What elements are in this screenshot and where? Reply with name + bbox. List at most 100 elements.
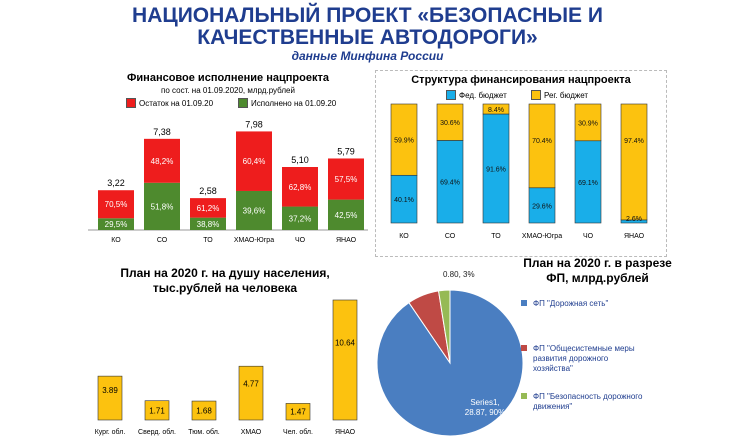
bar-regional xyxy=(482,103,510,115)
data-label-regional: 30.9% xyxy=(578,120,598,127)
data-label-total: 7,38 xyxy=(153,127,171,137)
data-label-total: 7,98 xyxy=(245,119,263,129)
data-label-federal: 69.1% xyxy=(578,180,598,187)
bar-remaining xyxy=(144,138,180,183)
pie-legend-item-road-network: ФП "Дорожная сеть" xyxy=(521,299,609,309)
bar-federal xyxy=(528,187,556,224)
bar-executed xyxy=(144,182,180,230)
legend-item-remaining: Остаток на 01.09.20 xyxy=(126,98,213,108)
pie-legend-line: хозяйства" xyxy=(533,364,573,373)
execution-chart-subtitle: по сост. на 01.09.2020, млрд.рублей xyxy=(161,86,295,95)
legend-swatch-blue xyxy=(446,90,456,100)
pie-legend-swatch-blue xyxy=(521,300,527,306)
pie-label-road-network: Series1, xyxy=(470,398,499,407)
pie-legend-line: развития дорожного xyxy=(533,354,609,363)
category-label: КО xyxy=(399,233,409,240)
pie-legend-item-road-safety: ФП "Безопасность дорожного движения" xyxy=(521,392,642,412)
bar-regional xyxy=(390,103,418,176)
data-label-regional: 70.4% xyxy=(532,138,552,145)
data-label-regional: 97.4% xyxy=(624,138,644,145)
pie-label-road-network: 28.87, 90% xyxy=(465,408,505,417)
pie-label-road-safety: 0.80, 3% xyxy=(443,270,475,279)
bar-federal xyxy=(436,140,464,224)
data-label-executed: 37,2% xyxy=(289,214,312,223)
structure-chart: Структура финансирования нацпроекта Фед.… xyxy=(375,70,667,257)
legend-swatch-red xyxy=(126,98,136,108)
bar-executed xyxy=(190,217,226,230)
data-label-value: 10.64 xyxy=(335,339,356,348)
bar-regional xyxy=(528,103,556,189)
data-label-value: 1.71 xyxy=(149,406,165,415)
legend-label-executed: Исполнено на 01.09.20 xyxy=(251,98,337,108)
category-label: СО xyxy=(157,237,168,244)
data-label-federal: 2.6% xyxy=(626,216,642,223)
data-label-remaining: 48,2% xyxy=(151,157,174,166)
data-label-federal: 29.6% xyxy=(532,203,552,210)
structure-chart-title: Структура финансирования нацпроекта xyxy=(411,74,631,86)
data-label-regional: 59.9% xyxy=(394,138,414,145)
category-label: Чел. обл. xyxy=(283,428,313,436)
legend-label-remaining: Остаток на 01.09.20 xyxy=(139,98,214,108)
data-label-total: 2,58 xyxy=(199,186,217,196)
category-label: ХМАО-Югра xyxy=(522,233,562,240)
pie-legend-swatch-green xyxy=(521,393,527,399)
execution-chart-svg: 29,5% 70,5% 3,22 КО 51,8% 48,2% 7,38 СО 38,8% 61,… xyxy=(88,119,368,244)
bar-remaining xyxy=(236,131,272,191)
legend-item-executed: Исполнено на 01.09.20 xyxy=(238,98,336,108)
data-label-remaining: 61,2% xyxy=(197,204,220,213)
bar-remaining xyxy=(98,190,134,219)
data-label-remaining: 62,8% xyxy=(289,183,312,192)
category-label: ЧО xyxy=(583,233,594,240)
data-label-total: 3,22 xyxy=(107,178,125,188)
category-label: ТО xyxy=(491,233,501,240)
pie-slice xyxy=(376,289,524,437)
page-title-line1: НАЦИОНАЛЬНЫЙ ПРОЕКТ «БЕЗОПАСНЫЕ И xyxy=(132,4,603,27)
fp-pie-chart: План на 2020 г. в разрезе ФП, млрд.рубле… xyxy=(375,255,700,441)
bar-executed xyxy=(282,206,318,230)
category-label: ХМАО xyxy=(241,429,262,436)
pie-legend-swatch-red xyxy=(521,345,527,351)
page-subtitle: данные Минфина России xyxy=(291,49,444,63)
bar-per-capita xyxy=(144,400,170,421)
bar-federal xyxy=(574,140,602,224)
data-label-federal: 91.6% xyxy=(486,166,506,173)
pie-chart-svg: Series1,28.87, 90% 0.80, 3% xyxy=(376,270,524,437)
bar-per-capita xyxy=(97,375,123,421)
data-label-regional: 30.6% xyxy=(440,120,460,127)
legend-item-federal: Фед. бюджет xyxy=(446,90,507,100)
bar-per-capita xyxy=(285,403,311,421)
category-label: ХМАО-Югра xyxy=(234,237,274,244)
data-label-remaining: 57,5% xyxy=(335,175,358,184)
percapita-chart-title-line2: тыс.рублей на человека xyxy=(152,281,298,295)
data-label-remaining: 70,5% xyxy=(105,200,128,209)
percapita-chart-title-line1: План на 2020 г. на душу населения, xyxy=(120,266,330,280)
structure-chart-svg: 40.1% 59.9% КО 69.4% 30.6% СО 91.6% 8.4% ТО 29.6%… xyxy=(390,103,648,240)
data-label-value: 3.89 xyxy=(102,386,118,395)
data-label-total: 5,79 xyxy=(337,146,355,156)
bar-per-capita xyxy=(191,400,217,421)
data-label-federal: 69.4% xyxy=(440,180,460,187)
data-label-executed: 42,5% xyxy=(335,211,358,220)
bar-remaining xyxy=(190,198,226,218)
data-label-executed: 51,8% xyxy=(151,202,174,211)
data-label-value: 4.77 xyxy=(243,380,259,389)
legend-label-regional: Рег. бюджет xyxy=(544,90,589,100)
data-label-executed: 29,5% xyxy=(105,220,128,229)
category-label: СО xyxy=(445,233,456,240)
pie-chart-title-line2: ФП, млрд.рублей xyxy=(546,271,649,285)
category-label: ЯНАО xyxy=(336,237,357,244)
data-label-remaining: 60,4% xyxy=(243,157,266,166)
bar-remaining xyxy=(282,167,318,207)
data-label-value: 1.68 xyxy=(196,407,212,416)
pie-legend-line: движения" xyxy=(533,402,573,411)
bar-per-capita xyxy=(332,299,358,421)
percapita-chart: План на 2020 г. на душу населения, тыс.р… xyxy=(80,265,370,441)
bar-executed xyxy=(98,218,134,230)
legend-swatch-yellow xyxy=(531,90,541,100)
data-label-executed: 38,8% xyxy=(197,220,220,229)
execution-chart-title: Финансовое исполнение нацпроекта xyxy=(127,72,329,84)
pie-legend-line: ФП "Дорожная сеть" xyxy=(533,299,609,308)
execution-chart: Финансовое исполнение нацпроекта по сост… xyxy=(88,70,368,260)
pie-legend-line: ФП "Общесистемные меры xyxy=(533,344,635,353)
category-label: Кург. обл. xyxy=(95,428,126,436)
